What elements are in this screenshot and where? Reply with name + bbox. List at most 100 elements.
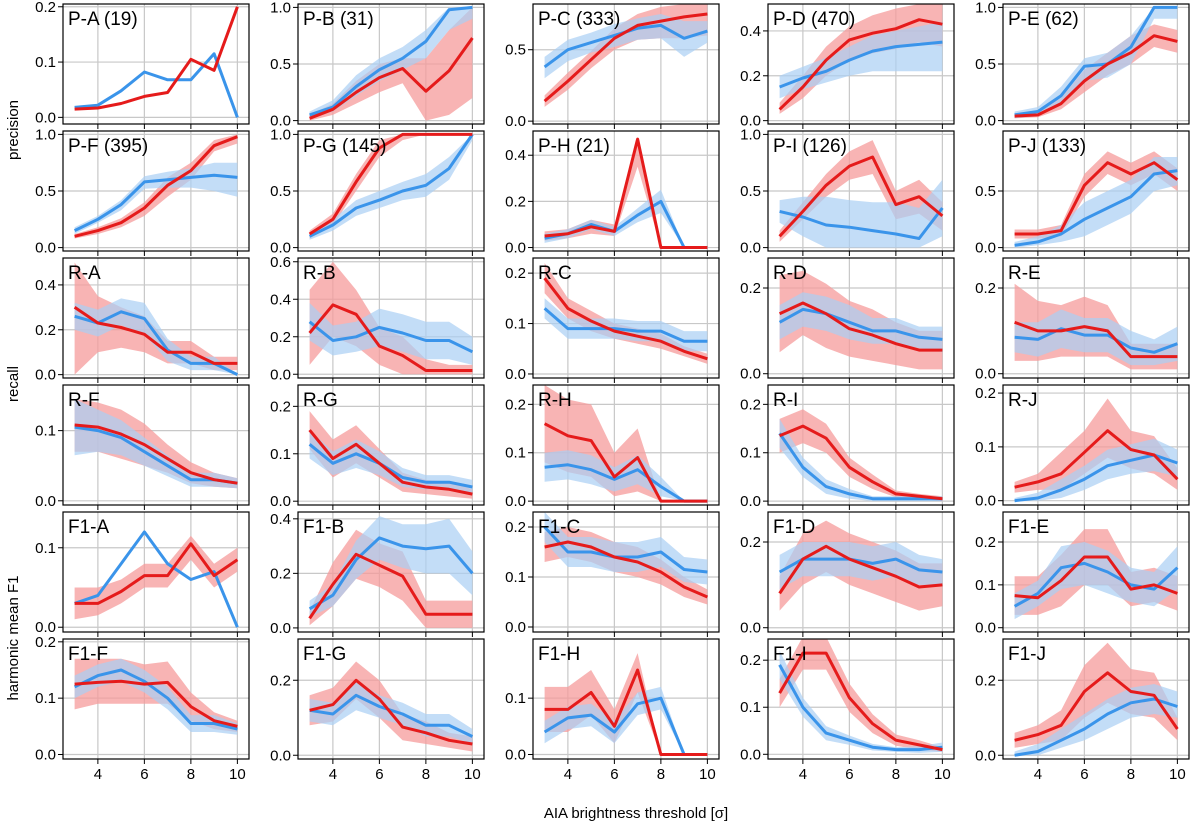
x-tick-label: 8 bbox=[892, 766, 900, 783]
x-tick-label: 6 bbox=[375, 766, 383, 783]
y-tick-label: 0.1 bbox=[35, 540, 56, 557]
panel-title: P-A (19) bbox=[68, 9, 138, 30]
blue-uncertainty-band bbox=[1014, 157, 1178, 248]
y-tick-label: 0.1 bbox=[270, 446, 291, 463]
red-series-line bbox=[544, 137, 708, 249]
plot-area bbox=[544, 137, 708, 249]
blue-series-line bbox=[779, 207, 944, 240]
panel-r-b: 0.0 0.2 0.4 0.6 R-B bbox=[270, 254, 485, 383]
red-uncertainty-band bbox=[544, 653, 708, 755]
y-tick-label: 0.2 bbox=[270, 565, 291, 582]
panel-frame bbox=[767, 384, 955, 506]
y-tick-label: 0.0 bbox=[270, 240, 291, 257]
red-uncertainty-band bbox=[74, 262, 238, 375]
y-tick-label: 0.1 bbox=[505, 445, 526, 462]
y-tick-label: 0.1 bbox=[505, 569, 526, 586]
plot-area bbox=[73, 658, 238, 735]
panel-frame bbox=[62, 257, 250, 379]
blue-uncertainty-band bbox=[1014, 542, 1178, 620]
panel-title: P-J (133) bbox=[1008, 136, 1086, 157]
panel-p-h: 0.0 0.2 0.4 P-H (21) bbox=[505, 130, 720, 257]
red-uncertainty-band bbox=[544, 139, 708, 248]
y-tick-label: 0.2 bbox=[505, 193, 526, 210]
panel-title: P-I (126) bbox=[773, 136, 847, 157]
blue-series-line bbox=[74, 52, 239, 118]
y-tick-label: 0.2 bbox=[975, 385, 996, 402]
y-tick-label: 0.0 bbox=[740, 366, 761, 383]
panel-frame bbox=[532, 130, 720, 252]
red-series-line bbox=[74, 135, 238, 238]
y-tick-label: 0.0 bbox=[740, 620, 761, 637]
y-tick-label: 0.0 bbox=[270, 113, 291, 130]
y-tick-label: 0.0 bbox=[35, 493, 56, 510]
plot-area bbox=[73, 262, 239, 376]
y-tick-label: 0.2 bbox=[35, 634, 56, 651]
red-series-line bbox=[309, 37, 474, 120]
x-tick-label: 8 bbox=[187, 766, 195, 783]
y-tick-label: 1.0 bbox=[270, 126, 291, 143]
y-tick-label: 0.0 bbox=[270, 493, 291, 510]
red-series-line bbox=[544, 540, 708, 599]
panel-title: R-B bbox=[303, 263, 336, 284]
y-tick-label: 0.2 bbox=[975, 534, 996, 551]
x-tick-label: 6 bbox=[845, 766, 853, 783]
y-tick-label: 0.5 bbox=[975, 183, 996, 200]
red-series-line bbox=[778, 18, 943, 111]
panel-f1-b: 0.0 0.2 0.4 F1-B bbox=[270, 511, 485, 637]
red-series-line bbox=[778, 155, 944, 238]
y-tick-label: 0.1 bbox=[35, 54, 56, 71]
red-series-line bbox=[308, 132, 473, 236]
panel-frame bbox=[1002, 511, 1190, 633]
blue-uncertainty-band bbox=[309, 303, 473, 365]
y-tick-label: 0.1 bbox=[975, 439, 996, 456]
y-tick-label: 0.0 bbox=[270, 366, 291, 383]
x-tick-label: 10 bbox=[1169, 766, 1186, 783]
panel-f1-e: 0.0 0.1 0.2 F1-E bbox=[975, 511, 1190, 637]
panel-frame bbox=[297, 638, 485, 760]
x-tick-label: 4 bbox=[564, 766, 572, 783]
y-tick-label: 0.4 bbox=[35, 277, 56, 294]
blue-series-line bbox=[543, 525, 708, 574]
x-axis-label: AIA brightness threshold [σ] bbox=[544, 805, 728, 822]
y-tick-label: 0.2 bbox=[975, 280, 996, 297]
y-tick-label: 0.0 bbox=[35, 746, 56, 763]
y-tick-label: 0.2 bbox=[270, 329, 291, 346]
y-tick-label: 0.5 bbox=[975, 56, 996, 73]
y-tick-label: 0.2 bbox=[35, 0, 56, 16]
panel-grid: 0.0 0.1 0.2 P-A (19) 0.0 0.5 1.0 P-B (31) 0.0 0.5… bbox=[35, 0, 1190, 783]
x-tick-label: 4 bbox=[799, 766, 807, 783]
panel-title: P-F (395) bbox=[68, 136, 148, 157]
blue-series-line bbox=[779, 40, 943, 89]
plot-area bbox=[778, 4, 943, 114]
plot-area bbox=[74, 399, 238, 489]
panel-title: R-C bbox=[538, 263, 572, 284]
red-uncertainty-band bbox=[779, 409, 943, 502]
blue-uncertainty-band bbox=[544, 686, 708, 755]
blue-series-line bbox=[1014, 169, 1178, 247]
plot-area bbox=[778, 140, 944, 248]
panel-r-d: 0.0 0.2 R-D bbox=[740, 257, 955, 383]
panel-title: F1-J bbox=[1008, 644, 1046, 665]
blue-series-line bbox=[778, 557, 943, 574]
panel-frame bbox=[767, 3, 955, 125]
blue-series-line bbox=[778, 432, 943, 501]
y-tick-label: 0.0 bbox=[740, 746, 761, 763]
panel-title: F1-F bbox=[68, 644, 108, 665]
x-tick-label: 10 bbox=[464, 766, 481, 783]
panel-r-f: 0.0 0.1 R-F bbox=[35, 384, 250, 510]
panel-frame bbox=[1002, 638, 1190, 760]
panel-f1-f: 0.0 0.1 0.2 4 6 8 10 F1-F bbox=[35, 634, 250, 783]
plot-area bbox=[309, 5, 474, 121]
y-tick-label: 1.0 bbox=[740, 126, 761, 143]
panel-r-e: 0.0 0.2 R-E bbox=[975, 257, 1190, 383]
blue-series-line bbox=[73, 173, 238, 232]
blue-uncertainty-band bbox=[74, 658, 238, 735]
blue-uncertainty-band bbox=[74, 399, 238, 489]
panel-title: F1-B bbox=[303, 517, 344, 538]
plot-area bbox=[309, 661, 474, 752]
panel-frame bbox=[62, 3, 250, 125]
y-tick-label: 0.0 bbox=[35, 367, 56, 384]
panel-f1-j: 0.0 0.2 4 6 8 10 F1-J bbox=[975, 638, 1190, 783]
red-series-line bbox=[778, 301, 943, 352]
panel-p-f: 0.0 0.5 1.0 P-F (395) bbox=[35, 126, 250, 257]
